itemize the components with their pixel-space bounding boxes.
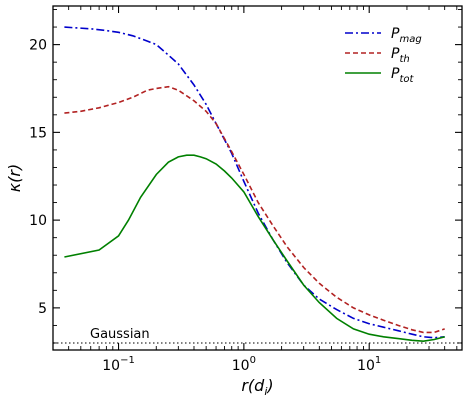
gaussian-label: Gaussian bbox=[90, 327, 150, 342]
x-tick-label: 10−1 bbox=[102, 355, 135, 374]
series-line-p-th bbox=[64, 85, 445, 334]
y-tick-label: 5 bbox=[38, 301, 47, 317]
axes-frame bbox=[52, 5, 463, 351]
axes-layer: 5 10 15 20 10−1 100 101 bbox=[29, 5, 463, 374]
x-tick-label: 100 bbox=[232, 355, 256, 374]
y-tick-label: 20 bbox=[29, 38, 47, 54]
x-axis-label: r(di) bbox=[241, 376, 273, 398]
y-tick-label: 15 bbox=[29, 125, 47, 141]
plot-layer bbox=[53, 26, 462, 344]
y-tick-label: 10 bbox=[29, 213, 47, 229]
y-axis-label: κ(r) bbox=[5, 164, 24, 193]
x-tick-label: 101 bbox=[357, 355, 381, 374]
series-line-p-tot bbox=[64, 154, 445, 343]
legend-label-th: Pth bbox=[391, 46, 410, 65]
series-line-p-mag bbox=[64, 26, 445, 339]
legend-label-mag: Pmag bbox=[391, 26, 422, 45]
legend-label-tot: Ptot bbox=[391, 66, 414, 85]
